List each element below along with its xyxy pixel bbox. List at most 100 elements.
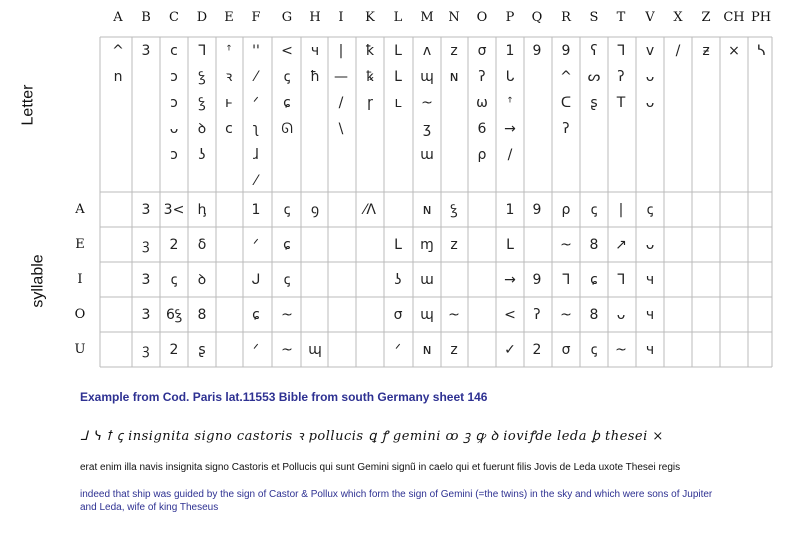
row-label-u: U <box>74 342 86 357</box>
syllable-glyph-s-u: ꞔ <box>590 342 598 358</box>
column-header-e: E <box>224 10 234 25</box>
syllable-glyph-g-o: ~ <box>281 307 293 323</box>
syllable-glyph-t-i: ᒣ <box>616 272 626 288</box>
syllable-glyph-c-o: 6ꝣ <box>165 307 183 323</box>
letter-glyph-d: ꝣ <box>198 69 206 85</box>
letter-glyph-d: ᒣ <box>197 43 207 59</box>
letter-glyph-t: T <box>616 95 626 111</box>
letter-glyph-d: ꝺ <box>197 121 207 137</box>
syllable-glyph-d-o: 8 <box>197 307 207 323</box>
syllable-glyph-v-u: ч <box>645 342 655 358</box>
letter-glyph-n: z <box>450 43 458 59</box>
syllable-glyph-m-u: ɴ <box>422 342 432 358</box>
letter-glyph-k: ɼ <box>367 95 373 111</box>
column-header-ch: CH <box>723 10 745 25</box>
syllable-glyph-s-a: ꞔ <box>590 202 598 218</box>
column-header-x: X <box>673 10 683 25</box>
letter-glyph-m: ʒ <box>422 121 432 137</box>
letter-glyph-i: / <box>338 95 344 111</box>
letter-glyph-g: ɕ <box>283 95 291 111</box>
row-label-a: A <box>75 202 85 217</box>
column-header-q: Q <box>531 10 543 25</box>
letter-glyph-m: ɯ <box>420 147 434 163</box>
syllable-glyph-q-o: ʔ <box>533 307 541 323</box>
syllable-glyph-t-o: ᴗ <box>616 307 626 323</box>
syllable-glyph-t-e: ↗ <box>615 237 627 253</box>
syllable-glyph-l-u: ᐟ <box>395 342 401 358</box>
syllable-glyph-d-e: δ <box>197 237 207 253</box>
syllable-glyph-c-u: 2 <box>169 342 179 358</box>
syllable-glyph-t-u: ~ <box>615 342 627 358</box>
syllable-glyph-p-u: ✓ <box>504 342 516 358</box>
syllable-glyph-g-a: ꞔ <box>283 202 291 218</box>
letter-glyph-v: ᴗ <box>645 69 655 85</box>
letter-glyph-k: ꝅ <box>366 69 374 85</box>
letter-glyph-x: / <box>675 43 681 59</box>
column-header-z: Z <box>701 10 711 25</box>
letter-glyph-c: c <box>170 43 178 59</box>
syllable-glyph-r-a: ρ <box>561 202 571 218</box>
syllable-glyph-f-o: ɕ <box>252 307 260 323</box>
syllable-glyph-h-u: ɰ <box>308 342 322 358</box>
letter-glyph-t: ᒣ <box>616 43 626 59</box>
letter-glyph-p: / <box>507 147 513 163</box>
letter-glyph-h: ħ <box>310 69 320 85</box>
syllable-glyph-v-a: ꞔ <box>646 202 654 218</box>
syllable-glyph-n-u: z <box>450 342 458 358</box>
syllable-glyph-q-u: 2 <box>532 342 542 358</box>
syllable-glyph-c-e: 2 <box>169 237 179 253</box>
syllable-glyph-t-a: | <box>618 202 624 218</box>
syllable-glyph-p-a: 1 <box>505 202 515 218</box>
syllable-glyph-h-a: ꝯ <box>310 202 320 218</box>
letter-glyph-f: ⁄ <box>254 69 258 85</box>
syllable-glyph-p-o: < <box>504 307 516 323</box>
syllable-glyph-f-a: 1 <box>251 202 261 218</box>
letter-glyph-g: < <box>281 43 293 59</box>
syllable-glyph-s-e: 8 <box>589 237 599 253</box>
letter-glyph-p: ꜛ <box>507 95 513 111</box>
syllable-glyph-b-i: 3 <box>141 272 151 288</box>
letter-glyph-e: ⱶ <box>225 95 233 111</box>
syllable-glyph-n-o: ~ <box>448 307 460 323</box>
syllable-glyph-v-e: ᴗ <box>645 237 655 253</box>
syllable-glyph-c-a: 3< <box>163 202 185 218</box>
row-label-i: I <box>77 272 83 287</box>
column-header-b: B <box>141 10 151 25</box>
syllable-glyph-m-i: ɯ <box>420 272 434 288</box>
letter-glyph-z: ƶ <box>702 43 710 59</box>
syllable-glyph-v-o: ч <box>645 307 655 323</box>
syllable-glyph-k-a: ⁄ᐱ <box>364 202 376 218</box>
syllable-glyph-d-i: ꝺ <box>197 272 207 288</box>
syllable-glyph-n-e: z <box>450 237 458 253</box>
syllable-glyph-p-e: ᒪ <box>506 237 514 253</box>
syllable-glyph-g-i: ꞔ <box>283 272 291 288</box>
letter-glyph-g: ᘏ <box>281 121 293 137</box>
row-label-e: E <box>75 237 85 252</box>
letter-glyph-e: ꝛ <box>225 69 233 85</box>
syllable-glyph-d-a: ꞕ <box>197 202 207 218</box>
syllable-glyph-r-o: ~ <box>560 307 572 323</box>
column-header-r: R <box>561 10 571 25</box>
letter-glyph-r: 9 <box>561 43 571 59</box>
letter-glyph-n: ɴ <box>449 69 459 85</box>
letter-glyph-f: ɺ <box>253 147 259 163</box>
column-header-s: S <box>589 10 599 25</box>
syllable-glyph-b-a: 3 <box>141 202 151 218</box>
letter-glyph-e: ᴄ <box>225 121 233 137</box>
letter-glyph-e: ꜛ <box>226 43 232 59</box>
letter-glyph-o: 6 <box>477 121 487 137</box>
letter-glyph-s: ʂ <box>590 95 598 111</box>
column-header-i: I <box>338 10 344 25</box>
letter-glyph-d: ꝣ <box>198 95 206 111</box>
syllable-glyph-m-o: ɰ <box>420 307 434 323</box>
letter-glyph-q: 9 <box>532 43 542 59</box>
syllable-glyph-r-e: ~ <box>560 237 572 253</box>
column-header-t: T <box>616 10 626 25</box>
letter-glyph-o: ω <box>476 95 488 111</box>
letter-glyph-l: L <box>394 43 402 59</box>
letter-glyph-i: | <box>338 43 344 59</box>
letter-glyph-c: ɔ <box>170 147 178 163</box>
letter-glyph-d: ʖ <box>198 147 206 163</box>
letter-glyph-t: ʔ <box>617 69 625 85</box>
syllable-glyph-d-u: ʂ <box>198 342 206 358</box>
